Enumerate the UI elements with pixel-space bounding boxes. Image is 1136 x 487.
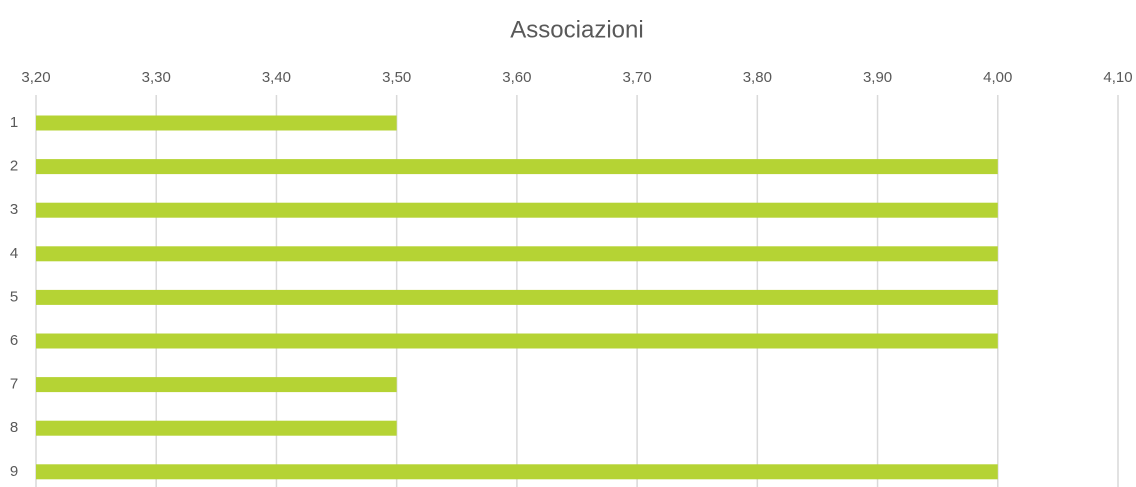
bar (36, 464, 998, 480)
x-tick-label: 3,20 (21, 69, 50, 86)
x-tick-label: 3,30 (142, 69, 171, 86)
y-tick-label: 5 (10, 288, 18, 305)
bar (36, 333, 998, 349)
chart-title: Associazioni (510, 16, 643, 43)
y-tick-label: 9 (10, 463, 18, 480)
x-tick-label: 3,80 (743, 69, 772, 86)
bar (36, 246, 998, 262)
x-tick-label: 3,90 (863, 69, 892, 86)
y-tick-label: 7 (10, 376, 18, 393)
x-tick-label: 3,60 (502, 69, 531, 86)
y-tick-label: 3 (10, 201, 18, 218)
y-tick-label: 4 (10, 245, 18, 262)
y-tick-label: 2 (10, 158, 18, 175)
y-tick-label: 1 (10, 114, 18, 131)
bar (36, 420, 397, 436)
bar (36, 377, 397, 393)
bar (36, 202, 998, 218)
x-tick-label: 4,10 (1103, 69, 1132, 86)
x-tick-label: 3,70 (623, 69, 652, 86)
x-tick-label: 3,50 (382, 69, 411, 86)
bar (36, 159, 998, 175)
y-tick-label: 8 (10, 419, 18, 436)
x-tick-label: 4,00 (983, 69, 1012, 86)
x-tick-label: 3,40 (262, 69, 291, 86)
y-tick-label: 6 (10, 332, 18, 349)
bar (36, 115, 397, 131)
bar (36, 289, 998, 305)
